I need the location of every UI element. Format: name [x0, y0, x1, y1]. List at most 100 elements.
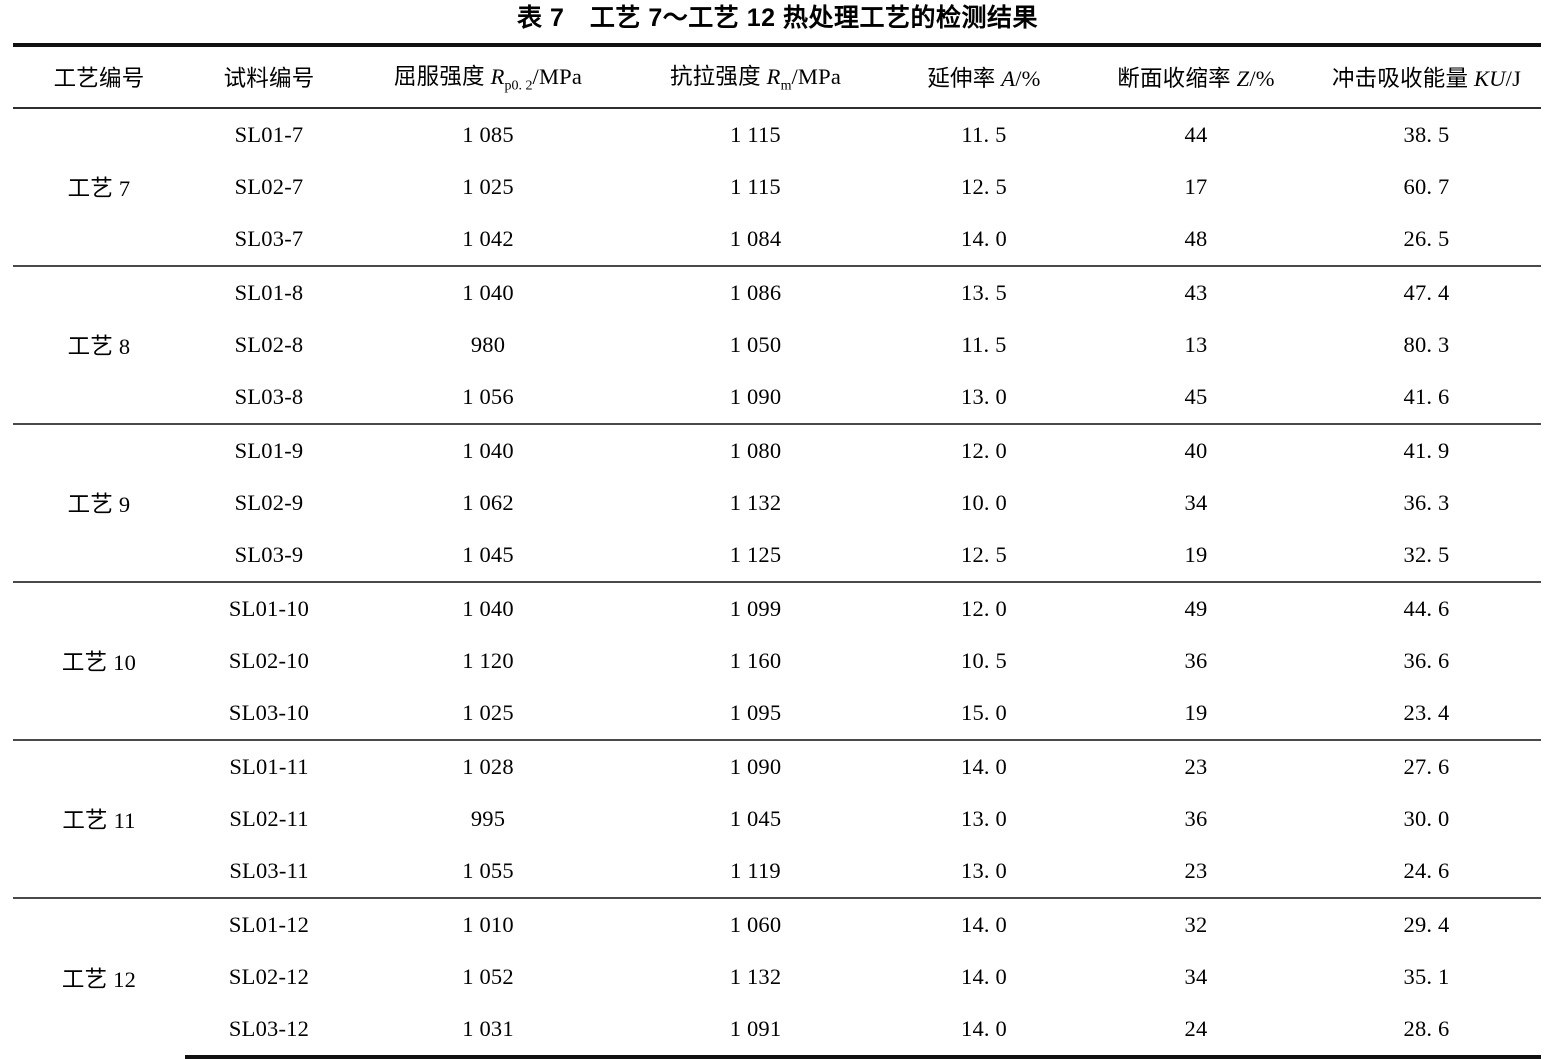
column-header-symbol: R: [490, 63, 505, 89]
cell-impact-energy: 41. 9: [1312, 423, 1541, 478]
column-header-subscript: p0. 2: [504, 78, 533, 94]
cell-tensile-strength: 1 045: [729, 806, 782, 832]
process-group-label: 工艺 12: [13, 897, 185, 1058]
column-header-subscript: m: [780, 78, 792, 94]
column-header-label: 屈服强度: [393, 63, 485, 89]
process-group-label: 工艺 9: [13, 423, 185, 583]
cell-sample-no: SL01-10: [185, 581, 353, 636]
cell-tensile-strength: 1 091: [623, 1003, 888, 1059]
cell-yield-strength: 1 085: [462, 122, 514, 148]
cell-yield-strength: 1 045: [462, 542, 514, 568]
column-header-sample_no: 试料编号: [185, 45, 353, 109]
cell-impact-energy: 35. 1: [1403, 964, 1450, 990]
cell-sample-no: SL03-8: [234, 384, 304, 410]
cell-yield-strength: 980: [470, 332, 506, 358]
cell-yield-strength: 1 055: [462, 858, 514, 884]
table-title: 表 7 工艺 7～工艺 12 热处理工艺的检测结果: [517, 4, 1038, 32]
cell-yield-strength: 1 031: [353, 1003, 623, 1059]
column-header-label: 试料编号: [223, 65, 315, 91]
column-header-symbol: KU: [1473, 65, 1506, 91]
cell-reduction-of-area: 23: [1080, 739, 1312, 794]
cell-sample-no: SL02-7: [234, 174, 304, 200]
cell-impact-energy: 32. 5: [1403, 542, 1450, 568]
table-row: 工艺 10 SL01-10 1 040 1 099 12. 0 49 44. 6: [13, 581, 1541, 741]
table-header: 工艺编号 试料编号 屈服强度 Rp0. 2/MPa 抗拉强度 Rm/MPa 延伸率 A/…: [13, 44, 1541, 109]
cell-tensile-strength: 1 160: [729, 648, 782, 674]
column-header-unit: /%: [1015, 65, 1041, 91]
cell-impact-energy: 36. 6: [1403, 648, 1450, 674]
table-row: 工艺 8 SL01-8 1 040 1 086 13. 5 43 47. 4: [13, 265, 1541, 425]
cell-impact-energy: 36. 3: [1403, 490, 1450, 516]
column-header-elongation: 延伸率 A/%: [888, 45, 1080, 109]
cell-impact-energy: 29. 4: [1312, 897, 1541, 952]
table-row: SL03-10 1 025 1 095 15. 0 19 23. 4: [13, 687, 1541, 740]
table-row: SL02-11 995 1 045 13. 0 36 30. 0: [13, 793, 1541, 845]
cell-elongation: 11. 5: [961, 122, 1007, 148]
results-table: 工艺编号 试料编号 屈服强度 Rp0. 2/MPa 抗拉强度 Rm/MPa 延伸率 A/…: [13, 43, 1541, 1059]
cell-yield-strength: 1 056: [462, 384, 514, 410]
cell-reduction-of-area: 34: [1184, 490, 1208, 516]
column-header-unit: /J: [1505, 65, 1522, 91]
table-row: SL03-8 1 056 1 090 13. 0 45 41. 6: [13, 371, 1541, 424]
cell-tensile-strength: 1 115: [730, 122, 781, 148]
cell-tensile-strength: 1 132: [729, 490, 782, 516]
table-row: 工艺 11 SL01-11 1 028 1 090 14. 0 23 27. 6: [13, 739, 1541, 899]
cell-tensile-strength: 1 080: [623, 423, 888, 478]
table-row: SL02-12 1 052 1 132 14. 0 34 35. 1: [13, 951, 1541, 1003]
cell-tensile-strength: 1 115: [730, 174, 781, 200]
table-row: 工艺 9 SL01-9 1 040 1 080 12. 0 40 41. 9: [13, 423, 1541, 583]
cell-impact-energy: 26. 5: [1403, 226, 1450, 252]
cell-yield-strength: 1 040: [353, 581, 623, 636]
cell-yield-strength: 1 062: [462, 490, 514, 516]
cell-reduction-of-area: 19: [1184, 700, 1208, 726]
cell-yield-strength: 1 042: [462, 226, 514, 252]
cell-sample-no: SL02-11: [229, 806, 309, 832]
cell-yield-strength: 995: [470, 806, 506, 832]
column-header-label: 延伸率: [927, 65, 996, 91]
cell-elongation: 14. 0: [888, 739, 1080, 794]
column-header-tensile_strength: 抗拉强度 Rm/MPa: [623, 45, 888, 109]
cell-yield-strength: 1 120: [462, 648, 514, 674]
cell-tensile-strength: 1 125: [729, 542, 782, 568]
table-row: 工艺 12 SL01-12 1 010 1 060 14. 0 32 29. 4: [13, 897, 1541, 1058]
cell-sample-no: SL03-12: [185, 1003, 353, 1059]
cell-impact-energy: 44. 6: [1312, 581, 1541, 636]
cell-elongation: 10. 0: [961, 490, 1007, 516]
cell-yield-strength: 1 040: [353, 265, 623, 320]
cell-impact-energy: 24. 6: [1403, 858, 1450, 884]
cell-elongation: 14. 0: [961, 964, 1007, 990]
cell-sample-no: SL02-9: [234, 490, 304, 516]
table-row: SL02-7 1 025 1 115 12. 5 17 60. 7: [13, 161, 1541, 213]
cell-elongation: 14. 0: [888, 1003, 1080, 1059]
column-header-unit: /%: [1249, 65, 1275, 91]
cell-impact-energy: 23. 4: [1403, 700, 1450, 726]
column-header-label: 抗拉强度: [669, 63, 761, 89]
cell-sample-no: SL03-9: [234, 542, 304, 568]
column-header-unit: /MPa: [532, 63, 583, 89]
cell-reduction-of-area: 49: [1080, 581, 1312, 636]
cell-tensile-strength: 1 084: [729, 226, 782, 252]
table-row: 工艺 7 SL01-7 1 085 1 115 11. 5 44 38. 5: [13, 108, 1541, 201]
cell-tensile-strength: 1 095: [729, 700, 782, 726]
cell-impact-energy: 60. 7: [1403, 174, 1450, 200]
cell-yield-strength: 1 028: [353, 739, 623, 794]
cell-reduction-of-area: 36: [1184, 806, 1208, 832]
cell-elongation: 13. 0: [961, 858, 1007, 884]
cell-impact-energy: 47. 4: [1312, 265, 1541, 320]
column-header-reduction_area: 断面收缩率 Z/%: [1080, 45, 1312, 109]
cell-elongation: 10. 5: [961, 648, 1007, 674]
table-body: 工艺 7 SL01-7 1 085 1 115 11. 5 44 38. 5 SL02-7 1 …: [13, 108, 1541, 1059]
cell-reduction-of-area: 44: [1184, 122, 1208, 148]
cell-reduction-of-area: 48: [1184, 226, 1208, 252]
column-header-label: 工艺编号: [53, 65, 145, 91]
cell-sample-no: SL03-7: [234, 226, 304, 252]
cell-reduction-of-area: 19: [1184, 542, 1208, 568]
cell-elongation: 11. 5: [961, 332, 1007, 358]
cell-impact-energy: 38. 5: [1403, 122, 1450, 148]
cell-sample-no: SL01-11: [185, 739, 353, 794]
cell-tensile-strength: 1 119: [730, 858, 781, 884]
table-row: SL03-11 1 055 1 119 13. 0 23 24. 6: [13, 845, 1541, 898]
cell-impact-energy: 30. 0: [1403, 806, 1450, 832]
column-header-symbol: R: [766, 63, 781, 89]
cell-impact-energy: 80. 3: [1403, 332, 1450, 358]
